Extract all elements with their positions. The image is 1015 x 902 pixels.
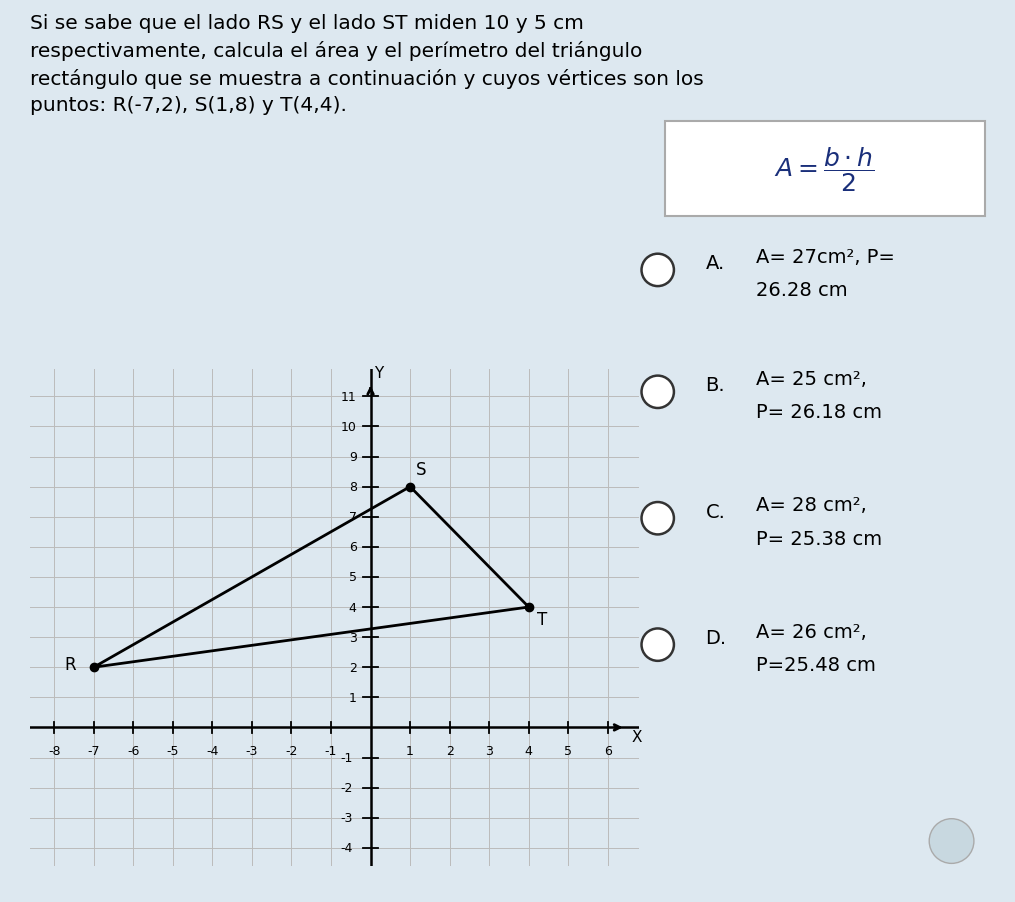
- Text: T: T: [537, 611, 547, 629]
- Text: 5: 5: [349, 571, 356, 584]
- Text: P= 25.38 cm: P= 25.38 cm: [756, 529, 882, 548]
- Text: S: S: [416, 460, 426, 478]
- Text: 8: 8: [349, 481, 356, 493]
- Text: -2: -2: [340, 781, 353, 795]
- Text: 4: 4: [525, 744, 533, 757]
- Text: A= 25 cm²,: A= 25 cm²,: [756, 369, 867, 389]
- Text: 9: 9: [349, 450, 356, 464]
- Text: 10: 10: [341, 420, 356, 434]
- Text: A.: A.: [705, 253, 725, 273]
- Circle shape: [641, 376, 674, 409]
- Text: Y: Y: [374, 365, 383, 381]
- Text: 4: 4: [349, 601, 356, 614]
- Text: -5: -5: [166, 744, 179, 757]
- Text: -2: -2: [285, 744, 297, 757]
- Text: -6: -6: [127, 744, 139, 757]
- Text: C.: C.: [705, 502, 726, 521]
- Text: 5: 5: [564, 744, 572, 757]
- Text: 7: 7: [349, 511, 356, 524]
- Text: 26.28 cm: 26.28 cm: [756, 281, 848, 300]
- Text: D.: D.: [705, 628, 727, 648]
- Circle shape: [641, 502, 674, 535]
- FancyBboxPatch shape: [665, 122, 985, 216]
- Circle shape: [641, 254, 674, 287]
- Text: -4: -4: [340, 842, 353, 854]
- Text: 11: 11: [341, 391, 356, 403]
- Text: -1: -1: [340, 751, 353, 764]
- Text: $A = \dfrac{b \cdot h}{2}$: $A = \dfrac{b \cdot h}{2}$: [774, 144, 875, 194]
- Text: R: R: [64, 656, 76, 674]
- Text: 6: 6: [604, 744, 612, 757]
- Text: 3: 3: [485, 744, 493, 757]
- Text: -3: -3: [340, 811, 353, 824]
- Text: B.: B.: [705, 375, 725, 395]
- Text: -1: -1: [325, 744, 337, 757]
- Text: -7: -7: [87, 744, 99, 757]
- Text: P=25.48 cm: P=25.48 cm: [756, 655, 876, 675]
- Text: A= 28 cm²,: A= 28 cm²,: [756, 495, 867, 515]
- Text: -4: -4: [206, 744, 218, 757]
- Text: A= 27cm², P=: A= 27cm², P=: [756, 247, 895, 267]
- Circle shape: [641, 629, 674, 661]
- Text: 2: 2: [446, 744, 454, 757]
- Text: 1: 1: [349, 691, 356, 704]
- Text: 2: 2: [349, 661, 356, 674]
- Text: -8: -8: [48, 744, 61, 757]
- Text: A= 26 cm²,: A= 26 cm²,: [756, 621, 867, 641]
- Text: -3: -3: [246, 744, 258, 757]
- Text: 1: 1: [406, 744, 414, 757]
- Text: Si se sabe que el lado RS y el lado ST miden 10 y 5 cm
respectivamente, calcula : Si se sabe que el lado RS y el lado ST m…: [30, 14, 704, 115]
- Text: 6: 6: [349, 540, 356, 554]
- Text: X: X: [631, 729, 642, 744]
- Text: P= 26.18 cm: P= 26.18 cm: [756, 402, 882, 422]
- Text: 3: 3: [349, 630, 356, 644]
- Circle shape: [929, 819, 974, 863]
